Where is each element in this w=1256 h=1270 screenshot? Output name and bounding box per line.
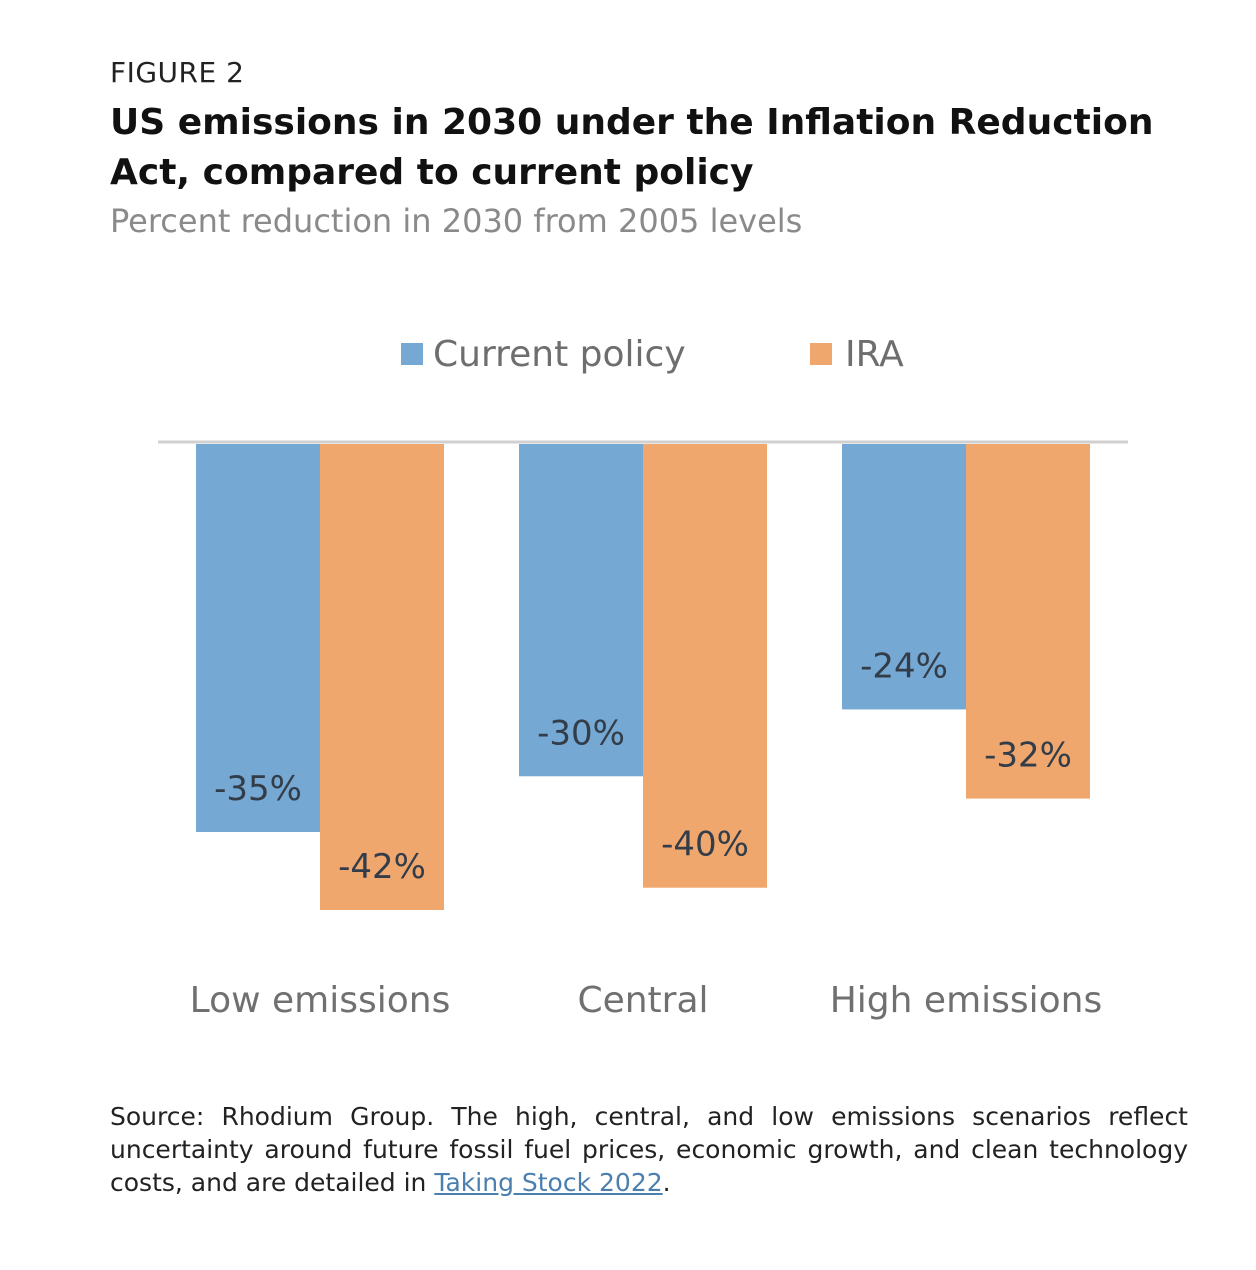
chart-subtitle: Percent reduction in 2030 from 2005 leve… <box>110 202 803 240</box>
source-text: Source: Rhodium Group. The high, central… <box>110 1102 1188 1197</box>
bar-chart: Current policy IRA -35%-42%-30%-40%-24%-3… <box>158 334 1128 1021</box>
value-label-ira-low-emissions: -42% <box>338 847 426 887</box>
bars-group <box>196 444 1090 910</box>
category-labels-group: Low emissions Central High emissions <box>190 980 1103 1021</box>
category-label-high-emissions: High emissions <box>830 980 1103 1021</box>
value-label-current-policy-low-emissions: -35% <box>214 769 302 809</box>
bar-ira-low-emissions <box>320 444 444 910</box>
legend-item-ira: IRA <box>810 334 904 375</box>
legend-label-ira: IRA <box>845 334 904 375</box>
value-label-current-policy-central: -30% <box>537 713 625 753</box>
taking-stock-link[interactable]: Taking Stock 2022 <box>434 1168 663 1197</box>
figure-label: FIGURE 2 <box>110 56 245 89</box>
value-labels-group: -35% -42% -30% -40% -24% -32% <box>214 646 1072 887</box>
chart-legend: Current policy IRA <box>401 334 904 375</box>
legend-label-current-policy: Current policy <box>433 334 686 375</box>
legend-swatch-current-policy <box>401 343 423 365</box>
category-label-low-emissions: Low emissions <box>190 980 451 1021</box>
source-end: . <box>662 1168 671 1197</box>
bar-current-policy-low-emissions <box>196 444 320 832</box>
value-label-ira-high-emissions: -32% <box>984 736 1072 776</box>
bar-current-policy-central <box>519 444 643 777</box>
legend-item-current-policy: Current policy <box>401 334 686 375</box>
bar-current-policy-high-emissions <box>842 444 966 710</box>
bar-ira-high-emissions <box>966 444 1090 799</box>
source-note: Source: Rhodium Group. The high, central… <box>110 1100 1188 1199</box>
bar-ira-central <box>643 444 767 888</box>
chart-title: US emissions in 2030 under the Inflation… <box>110 102 1154 193</box>
value-label-ira-central: -40% <box>661 825 749 865</box>
category-label-central: Central <box>577 980 708 1021</box>
legend-swatch-ira <box>810 343 832 365</box>
value-label-current-policy-high-emissions: -24% <box>860 646 948 686</box>
